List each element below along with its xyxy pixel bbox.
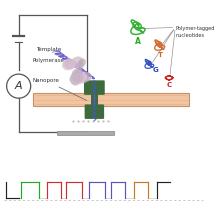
Bar (33, 94, 189, 106)
Text: Nanopore: Nanopore (32, 78, 87, 101)
FancyBboxPatch shape (85, 104, 104, 119)
Ellipse shape (73, 71, 88, 84)
Text: T: T (158, 52, 163, 58)
Text: C: C (167, 82, 172, 88)
FancyBboxPatch shape (57, 131, 115, 136)
Ellipse shape (70, 57, 84, 68)
Ellipse shape (78, 74, 86, 81)
Bar (91, 93, 98, 106)
Circle shape (7, 74, 31, 98)
Ellipse shape (84, 72, 91, 82)
Ellipse shape (65, 58, 73, 68)
Ellipse shape (73, 69, 84, 81)
Ellipse shape (62, 59, 75, 70)
Ellipse shape (70, 72, 81, 86)
Ellipse shape (74, 62, 84, 69)
Text: Polymer-tagged
nucleotides: Polymer-tagged nucleotides (175, 26, 215, 38)
Text: Template: Template (36, 47, 63, 57)
Ellipse shape (72, 68, 83, 83)
Text: Polymerase: Polymerase (32, 58, 71, 69)
Ellipse shape (78, 59, 86, 67)
Ellipse shape (69, 73, 84, 84)
Ellipse shape (63, 59, 76, 69)
Ellipse shape (68, 61, 76, 69)
Text: A: A (15, 81, 22, 91)
Text: G: G (153, 67, 159, 73)
FancyBboxPatch shape (84, 80, 105, 95)
Text: A: A (135, 37, 141, 46)
